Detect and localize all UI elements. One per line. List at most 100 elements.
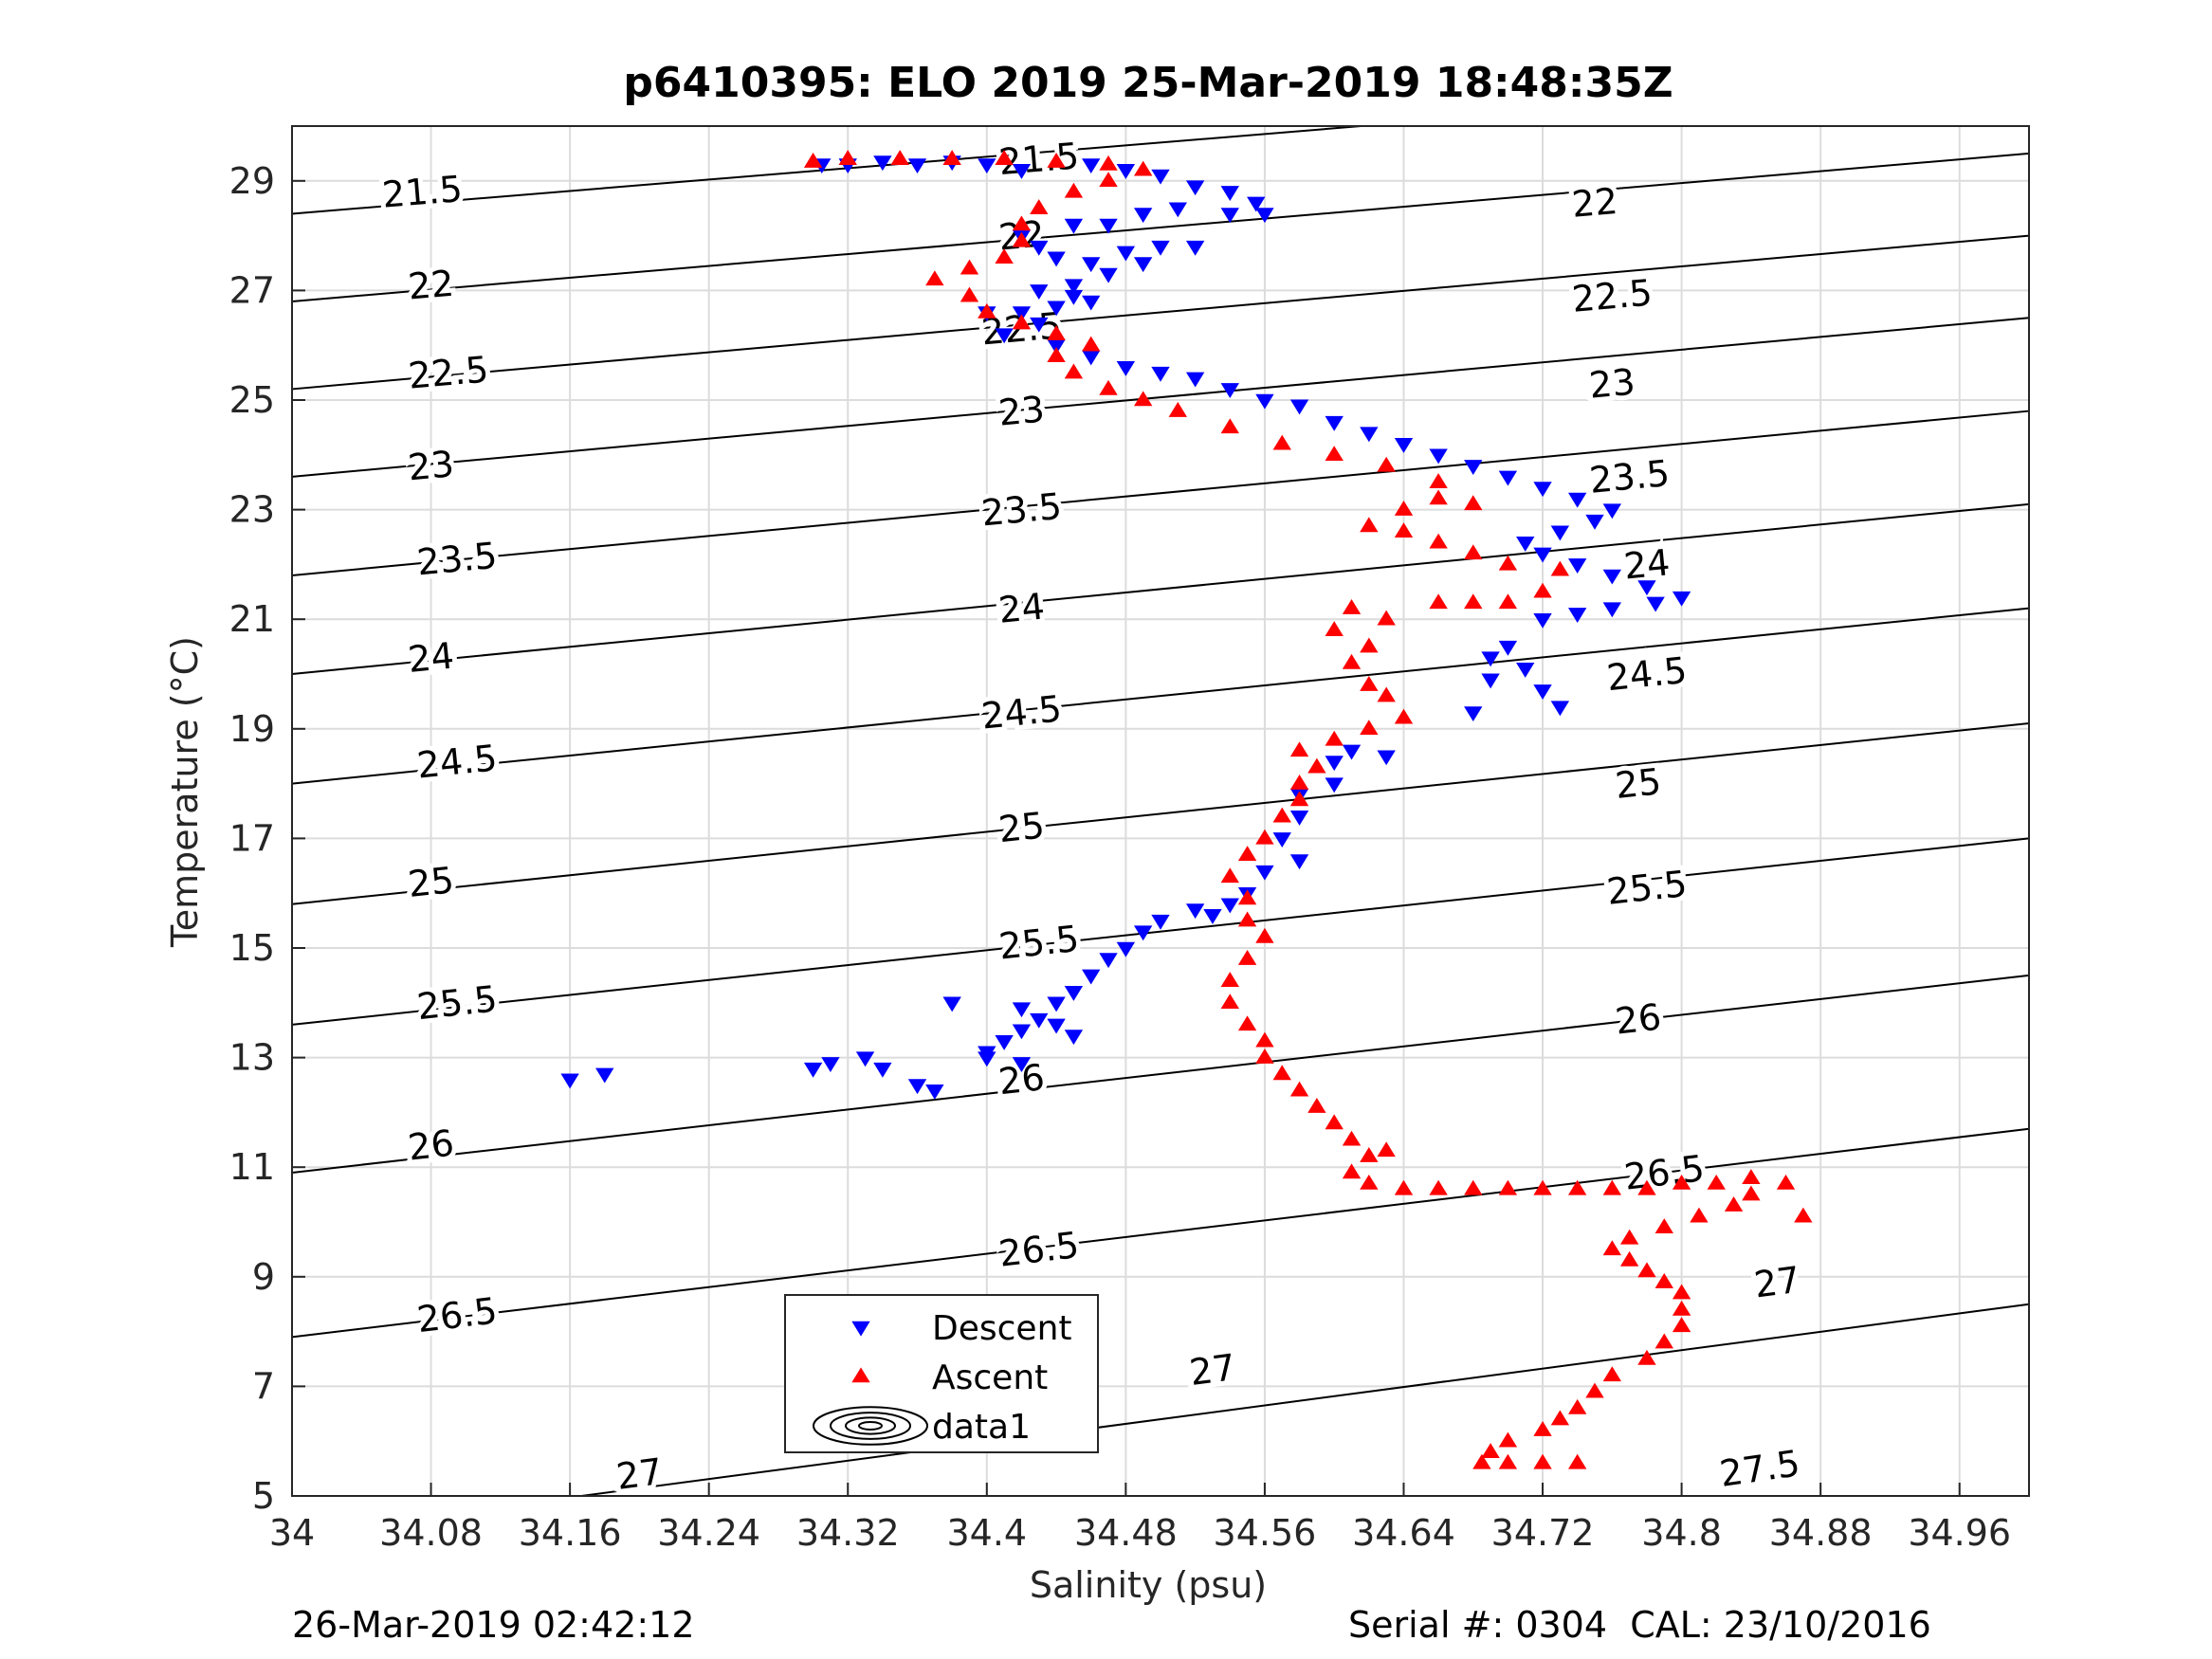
descent-point	[907, 1079, 927, 1095]
descent-point	[1360, 427, 1379, 443]
ascent-point	[1464, 1179, 1483, 1195]
ascent-point	[1429, 489, 1448, 505]
ascent-point	[1342, 1163, 1362, 1179]
ascent-point	[1464, 495, 1483, 511]
ascent-point	[1289, 791, 1309, 807]
descent-point	[1116, 941, 1136, 957]
y-tick-label: 21	[229, 598, 275, 640]
y-tick-label: 5	[252, 1475, 275, 1517]
ascent-point	[1794, 1207, 1813, 1223]
ascent-point	[1047, 347, 1066, 363]
ascent-point	[1030, 199, 1049, 214]
ascent-point	[1220, 994, 1239, 1010]
ascent-point	[1472, 1453, 1491, 1469]
ascent-point	[1012, 231, 1032, 247]
isopycnal-label: 24.5	[1605, 649, 1690, 699]
descent-point	[803, 1062, 823, 1078]
ascent-point	[1377, 686, 1396, 702]
descent-point	[1377, 750, 1396, 766]
ascent-point	[1168, 401, 1188, 417]
ascent-point	[1637, 1262, 1656, 1278]
footer-serial-cal: Serial #: 0304 CAL: 23/10/2016	[1348, 1604, 1931, 1646]
descent-point	[978, 1051, 996, 1067]
descent-point	[1394, 437, 1414, 453]
ascent-point	[1237, 949, 1257, 965]
descent-point	[1064, 218, 1084, 234]
ascent-point	[1602, 1179, 1622, 1195]
ascent-point	[1498, 1431, 1518, 1448]
isopycnal-line	[581, 1303, 2030, 1497]
descent-point	[1567, 558, 1587, 574]
descent-point	[995, 1035, 1014, 1050]
descent-point	[1116, 246, 1136, 262]
descent-point	[855, 1051, 875, 1067]
ascent-point	[1481, 1443, 1500, 1459]
ascent-point	[1255, 1031, 1274, 1048]
isopycnal-label: 24	[996, 585, 1046, 631]
ascent-point	[1498, 593, 1518, 610]
descent-point	[1255, 865, 1274, 881]
isopycnal-label: 24.5	[415, 737, 500, 786]
descent-point	[1012, 1024, 1032, 1040]
descent-point	[1247, 196, 1266, 212]
ascent-point	[1742, 1169, 1761, 1185]
ascent-point	[1360, 637, 1379, 653]
legend-label: Descent	[932, 1309, 1072, 1348]
ascent-point	[1394, 501, 1414, 516]
ascent-point	[1707, 1174, 1726, 1190]
isopycnal-line	[291, 607, 2030, 785]
isopycnal-label: 21.5	[380, 168, 464, 216]
descent-point	[1498, 470, 1518, 486]
ascent-point	[1637, 1179, 1656, 1195]
descent-point	[1185, 180, 1205, 196]
ascent-point	[1533, 1453, 1552, 1469]
descent-point	[1082, 295, 1101, 311]
ascent-point	[1012, 215, 1032, 231]
ascent-point	[1567, 1398, 1587, 1414]
y-tick-label: 11	[229, 1146, 275, 1188]
legend-contour-icon	[845, 1416, 896, 1435]
ascent-point	[1255, 1048, 1274, 1064]
descent-point	[1481, 673, 1500, 689]
isopycnal-label: 24	[406, 634, 455, 681]
x-tick-label: 34.4	[946, 1512, 1027, 1554]
descent-point	[1533, 684, 1552, 700]
descent-point	[1342, 744, 1362, 760]
ascent-point	[1133, 160, 1153, 176]
ascent-point	[995, 248, 1014, 264]
ascent-point	[1654, 1218, 1673, 1234]
descent-point	[1030, 317, 1049, 333]
descent-point	[1533, 482, 1552, 498]
descent-point	[1220, 383, 1239, 399]
ascent-point	[1220, 418, 1239, 434]
isopycnal-label: 27	[1187, 1346, 1238, 1394]
ascent-point	[1325, 621, 1344, 637]
ascent-point	[942, 150, 961, 165]
legend-contour-icon	[858, 1421, 883, 1431]
descent-point	[1289, 854, 1309, 870]
ascent-point	[1394, 708, 1414, 724]
isopycnal-label: 23.5	[1587, 452, 1671, 501]
isopycnal-label: 26.5	[414, 1289, 499, 1340]
ascent-point	[1654, 1272, 1673, 1288]
ascent-point	[1464, 544, 1483, 560]
descent-point	[1220, 186, 1239, 201]
ascent-point	[1672, 1284, 1691, 1300]
ascent-point	[1099, 379, 1118, 395]
descent-point	[1133, 257, 1153, 273]
ascent-point	[925, 270, 944, 286]
ascent-point	[1325, 446, 1344, 462]
ascent-point	[978, 302, 996, 319]
ascent-point	[1360, 1174, 1379, 1190]
descent-point	[1151, 240, 1170, 256]
isopycnal-label: 23	[996, 388, 1046, 433]
descent-point	[1099, 218, 1118, 234]
descent-point	[1272, 832, 1291, 848]
ascent-point	[1360, 1147, 1379, 1162]
legend-contour-icon	[813, 1406, 928, 1446]
axes-box	[291, 125, 2030, 1497]
descent-point	[1116, 361, 1136, 376]
ascent-point	[1429, 473, 1448, 488]
ascent-point	[1550, 1410, 1570, 1426]
legend-descent-marker	[851, 1321, 870, 1337]
